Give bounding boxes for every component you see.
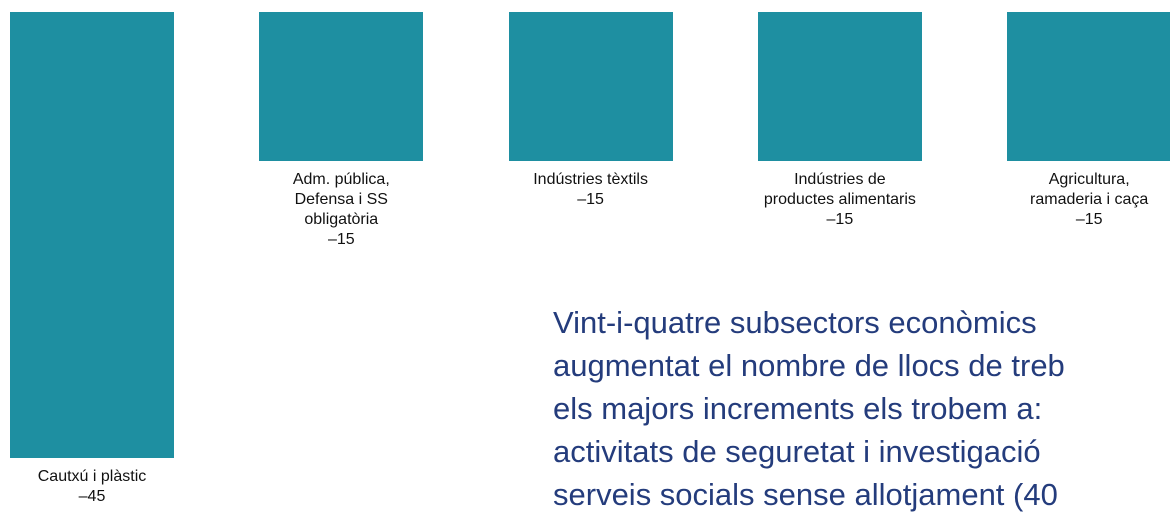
annotation-line: serveis socials sense allotjament (40: [553, 477, 1058, 512]
bar-label: Indústries tèxtils –15: [513, 170, 669, 210]
category-label: Adm. pública, Defensa i SS obligatòria: [292, 170, 390, 228]
value-label: –15: [826, 210, 854, 228]
annotation-line: els majors increments els trobem a:: [553, 391, 1043, 426]
annotation: Vint-i-quatre subsectors econòmics augmen…: [553, 301, 1065, 516]
category-label: Cautxú i plàstic: [37, 467, 147, 485]
value-label: –45: [78, 487, 106, 505]
bar-label: Indústries de productes alimentaris –15: [762, 170, 918, 230]
bar: [10, 12, 174, 458]
bar-label: Agricultura, ramaderia i caça –15: [1011, 170, 1167, 230]
value-label: –15: [1075, 210, 1103, 228]
bar: [757, 12, 922, 161]
value-label: –15: [327, 230, 355, 248]
bar-label: Adm. pública, Defensa i SS obligatòria –1…: [263, 170, 419, 250]
category-label: Indústries de productes alimentaris: [763, 170, 916, 208]
bar: [259, 12, 424, 161]
value-label: –15: [577, 190, 604, 208]
bar: [508, 12, 673, 161]
annotation-line: augmentat el nombre de llocs de treb: [553, 348, 1065, 383]
annotation-line: Vint-i-quatre subsectors econòmics: [553, 305, 1037, 340]
category-label: Agricultura, ramaderia i caça: [1030, 170, 1149, 208]
annotation-line: activitats de seguretat i investigació: [553, 434, 1041, 469]
bar: [1007, 12, 1170, 161]
bar-label: Cautxú i plàstic –45: [14, 467, 170, 507]
category-label: Indústries tèxtils: [533, 170, 648, 188]
